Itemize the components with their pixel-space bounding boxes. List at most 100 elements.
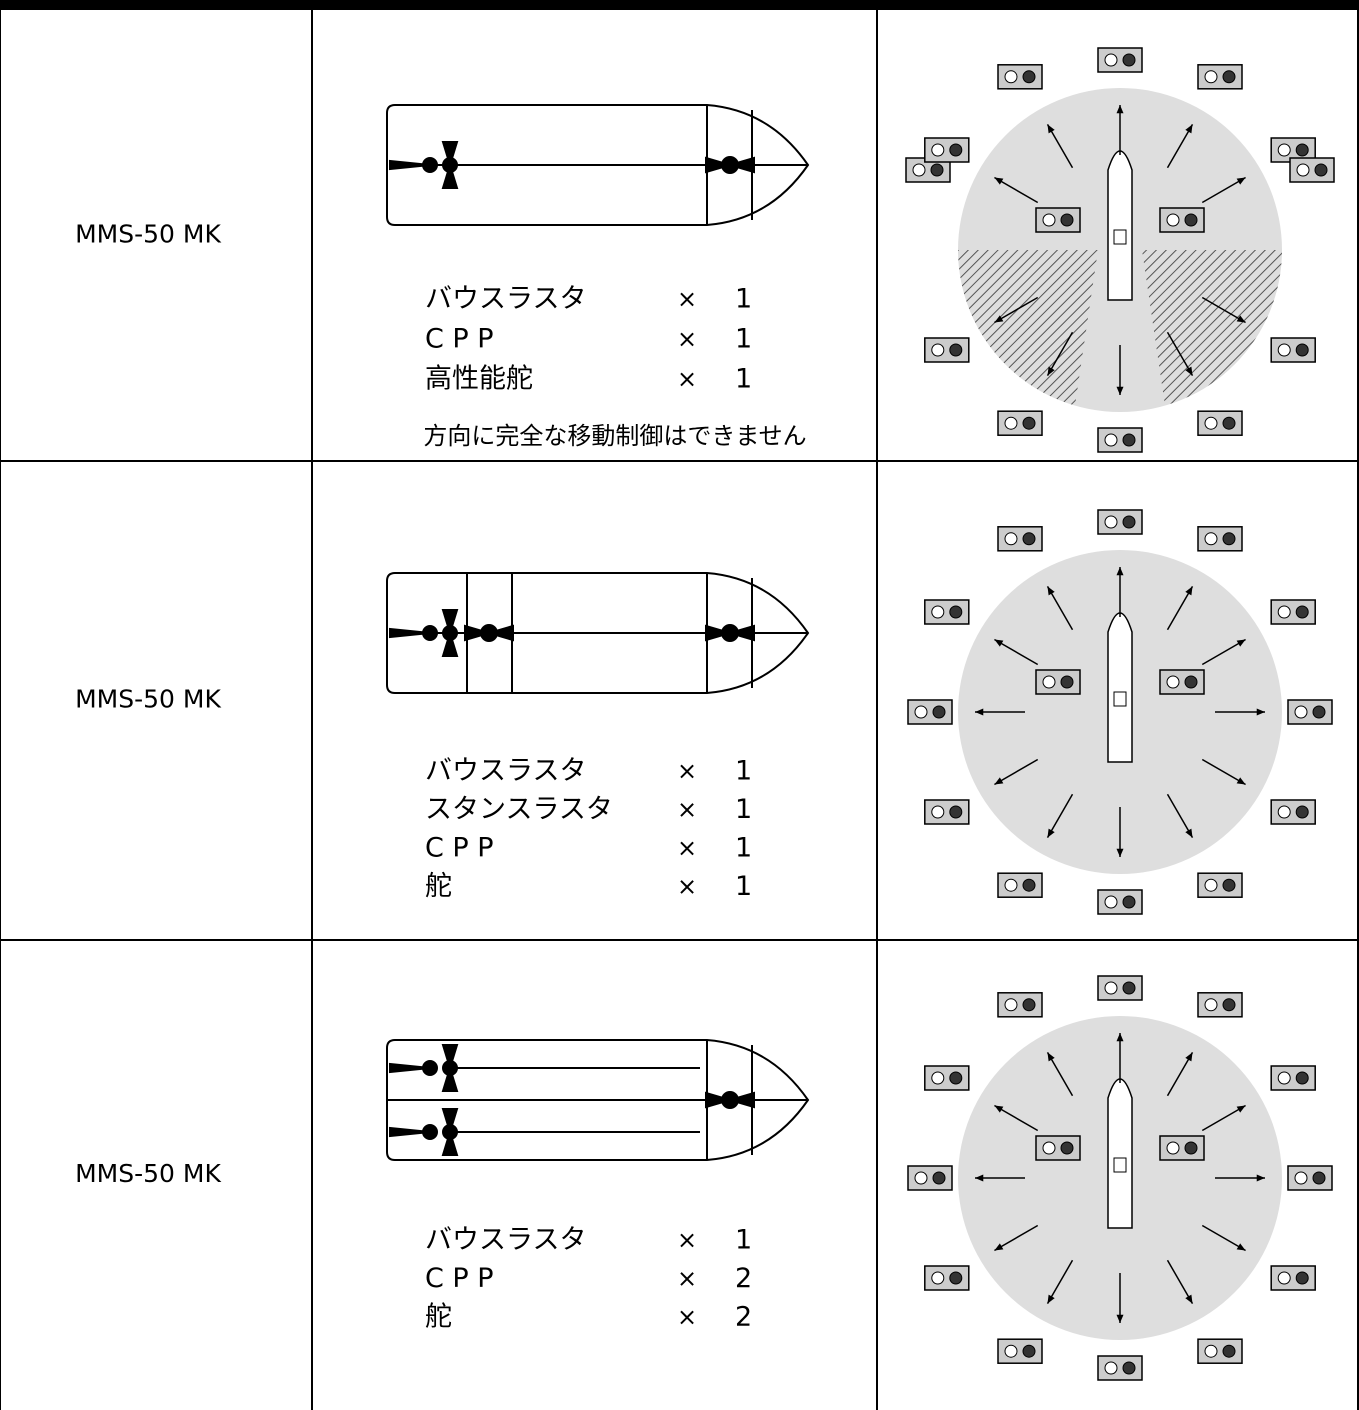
equipment-name: バウスラスタ [425,284,586,315]
arrow-head [1116,567,1124,576]
joystick-dial [1222,532,1236,546]
equipment-name: 舵 [425,871,452,902]
joystick-dial [1022,70,1036,84]
joystick-dial [1222,1344,1236,1358]
joystick-dial [1314,163,1328,177]
bridge [1113,229,1127,245]
arrow-head [1116,848,1124,857]
joystick-dial [949,1271,963,1285]
joystick-knob [1277,805,1291,819]
joystick-knob [1104,981,1118,995]
joystick-knob [1204,532,1218,546]
joystick-knob [1294,1171,1308,1185]
joystick-knob [1204,1344,1218,1358]
joystick-dial [949,1071,963,1085]
arrow-head [1236,177,1246,185]
ship-top [1107,612,1133,763]
arrow-head [1116,105,1124,114]
joystick-dial [1060,213,1074,227]
joystick-knob [1277,1071,1291,1085]
joystick-dial [1122,53,1136,67]
joystick-dial [1060,1141,1074,1155]
joystick-dial [1295,805,1309,819]
joystick-knob [1042,1141,1056,1155]
joystick-dial [932,1171,946,1185]
joystick-knob [1277,605,1291,619]
joystick-diagram [907,975,1333,1381]
ship-diagram [386,1039,810,1161]
arrow-head [1116,1314,1124,1323]
equipment-name: 高性能舵 [425,364,533,395]
propeller-hub [422,625,438,641]
arrow-head [1236,315,1246,323]
joystick-dial [949,143,963,157]
arrow-head [1236,1105,1246,1113]
arrow [1046,1259,1074,1304]
arrow-head [1047,366,1055,376]
arrow [994,296,1039,324]
joystick-diagram [907,509,1333,915]
equipment-count: 1 [735,324,752,355]
joystick-knob [1277,1271,1291,1285]
hull [386,1039,810,1161]
arrow-head [1047,1052,1055,1062]
arrow-head [994,315,1004,323]
arrow-head [975,708,984,716]
joystick-knob [1042,675,1056,689]
arrow-head [994,777,1004,785]
joystick-knob [914,1171,928,1185]
joystick-knob [931,143,945,157]
joystick-dial [1222,878,1236,892]
arrow [1201,758,1246,786]
arrow [1166,1052,1194,1097]
equipment-count: 1 [735,871,752,902]
joystick-knob [1104,895,1118,909]
joystick-dial [1295,605,1309,619]
joystick-dial [1122,515,1136,529]
joystick-dial [1184,213,1198,227]
joystick-knob [1204,878,1218,892]
equipment-count: 1 [735,833,752,864]
multiply-sign: × [677,285,697,313]
joystick-knob [1004,998,1018,1012]
arrow [994,1104,1039,1132]
equipment-count: 1 [735,794,752,825]
joystick-dial [1022,998,1036,1012]
propeller [389,627,431,639]
arrow-head [1236,777,1246,785]
equipment-name: スタンスラスタ [425,794,613,825]
arrow-head [994,639,1004,647]
joystick-knob [931,805,945,819]
joystick-knob [931,1071,945,1085]
propeller-hub [422,1060,438,1076]
arrow-head [1185,366,1193,376]
arrow [1201,638,1246,666]
arrow [1166,793,1194,838]
propeller-hub [422,157,438,173]
hull [386,104,810,226]
joystick-icon-box [1197,872,1243,898]
table-grid [0,10,1359,1410]
joystick-dial [930,163,944,177]
arrow [994,176,1039,204]
equipment-count: 1 [735,1225,752,1256]
joystick-knob [1294,705,1308,719]
arrow [1166,331,1194,376]
arrow-head [1047,124,1055,134]
ship-top [1107,150,1133,301]
arrow-head [1116,1033,1124,1042]
joystick-dial [1184,1141,1198,1155]
joystick-dial [1122,433,1136,447]
arrow [1046,1052,1074,1097]
joystick-dial [1122,1361,1136,1375]
arrow [1201,1224,1246,1252]
arrow [1046,124,1074,169]
multiply-sign: × [677,325,697,353]
joystick-knob [1004,878,1018,892]
restricted-area [958,250,1282,406]
joystick-dial [1222,998,1236,1012]
arrow [994,638,1039,666]
joystick-knob [1166,213,1180,227]
